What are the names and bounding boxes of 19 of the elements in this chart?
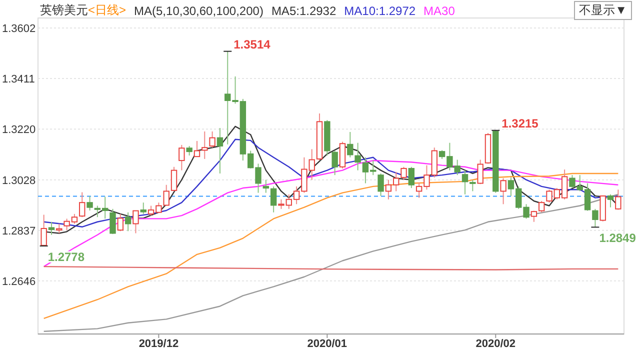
y-tick-label: 1.3602 — [2, 23, 36, 36]
chart-title: 英镑美元 — [40, 2, 88, 19]
x-tick-label: 2020/01 — [307, 338, 348, 350]
text: MA30 — [424, 4, 455, 18]
annotation: 1.3514 — [234, 37, 271, 52]
text: 不显示▼ — [574, 1, 632, 20]
legend-title: MA(5,10,30,60,100,200) — [134, 4, 264, 18]
y-tick-label: 1.3411 — [2, 74, 35, 86]
y-tick-label: 1.3028 — [2, 174, 36, 187]
annotation: 1.2849 — [599, 231, 636, 246]
chart-subtitle: <日线> — [88, 2, 126, 19]
x-tick-label: 2019/12 — [138, 338, 179, 350]
y-tick-label: 1.3220 — [2, 124, 36, 136]
text: MA10:1.2972 — [344, 4, 416, 18]
y-tick-label: 1.2646 — [2, 276, 36, 288]
y-tick-label: 1.2837 — [2, 225, 36, 238]
text: MA5:1.2932 — [271, 4, 336, 18]
annotation: 1.3215 — [502, 116, 539, 130]
x-tick-label: 2020/02 — [476, 338, 516, 350]
